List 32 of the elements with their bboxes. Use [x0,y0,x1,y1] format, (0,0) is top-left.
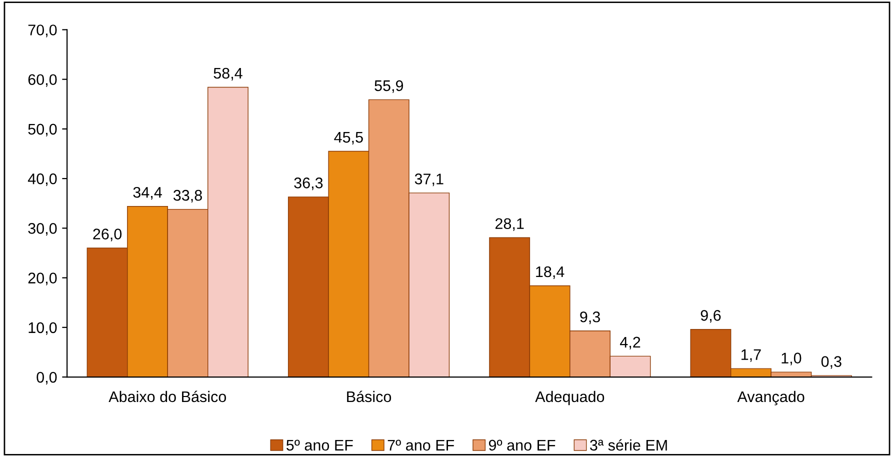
y-tick-label: 10,0 [28,322,57,335]
y-tick-label: 60,0 [28,74,57,87]
y-tick-label: 40,0 [28,173,57,186]
y-tick-label: 30,0 [28,223,57,236]
legend-label: 5º ano EF [286,440,353,451]
legend-label: 7º ano EF [388,440,454,451]
y-tick-label: 20,0 [28,272,57,286]
data-label: 4,2 [620,336,640,350]
data-label: 45,5 [334,132,363,144]
data-label: 9,3 [580,311,600,324]
data-label: 58,4 [214,68,242,80]
data-label: 9,6 [700,310,721,323]
y-tick-label: 50,0 [28,124,57,136]
data-label: 33,8 [173,190,202,203]
data-label: 55,9 [374,80,404,93]
legend-label: 3ª série EM [590,439,667,451]
data-label: 34,4 [133,186,162,200]
y-tick-label: 70,0 [28,24,57,38]
y-tick-label: 0,0 [36,372,57,385]
data-label: 0,3 [821,356,842,369]
data-label: 26,0 [93,228,122,242]
data-label: 18,4 [536,266,564,279]
data-label: 1,7 [742,349,761,362]
data-label: 28,1 [495,218,524,231]
x-tick-label: Básico [347,390,392,402]
data-label: 37,1 [414,174,444,186]
data-label: 36,3 [294,178,323,190]
x-tick-label: Avançado [737,390,804,406]
legend-label: 9º ano EF [488,440,556,451]
x-tick-label: Abaixo do Básico [108,390,226,402]
x-tick-label: Adequado [535,390,604,406]
data-label: 1,0 [782,352,802,366]
